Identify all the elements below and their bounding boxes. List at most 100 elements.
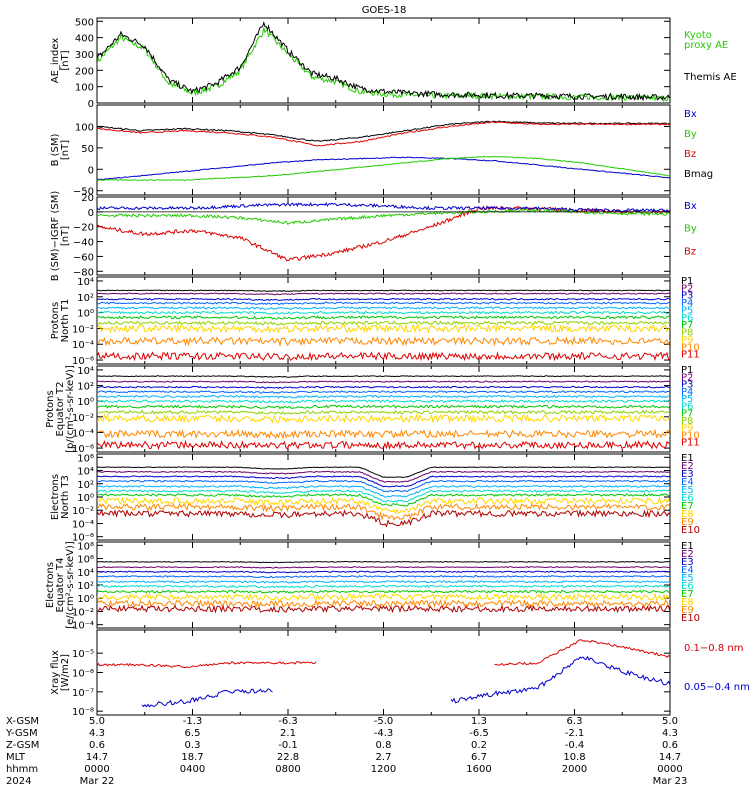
legend-entry: Themis AE (683, 72, 737, 83)
legend-entry: P4 (681, 298, 693, 309)
x-row-value: 0000 (84, 764, 109, 775)
legend-entry: proxy AE (684, 40, 728, 51)
legend-entry: Bmag (684, 169, 713, 180)
channel-line (97, 575, 670, 579)
y-tick-label: 10⁴ (77, 467, 94, 478)
y-tick-label: −40 (73, 238, 94, 249)
y-tick-label: 0 (88, 99, 94, 110)
x-row-value: 0.6 (662, 740, 678, 751)
legend-entry: E8 (681, 597, 694, 608)
legend-entry: P3 (681, 291, 693, 302)
y-tick-label: 10⁻⁴ (72, 519, 94, 530)
channel-line (97, 466, 670, 479)
channel-line (97, 335, 670, 348)
channel-line (97, 399, 670, 404)
y-tick-label: 10⁻⁶ (72, 669, 94, 680)
legend-entry: P7 (681, 409, 693, 420)
legend-entry: P11 (681, 438, 700, 449)
legend-entry: E7 (681, 589, 694, 600)
legend-entry: P8 (681, 328, 693, 339)
legend-entry: E1 (681, 541, 694, 552)
y-axis-label: Equator T4 (55, 558, 66, 613)
channel-line (97, 301, 670, 306)
legend-entry: P5 (681, 305, 693, 316)
legend-entry: E9 (681, 517, 694, 528)
channel-line (97, 604, 670, 614)
panel-xray: 10⁻⁵ 10⁻⁶ 10⁻⁷ 10⁻⁸ Xray flux [W/m2] 0.1−0.8 n… (50, 629, 750, 718)
y-axis-label: Protons (50, 302, 61, 339)
x-row-value: -0.4 (565, 740, 585, 751)
legend-entry: By (684, 129, 697, 140)
legend-entry: P5 (681, 394, 693, 405)
y-tick-label: 10⁻⁴ (72, 340, 94, 351)
x-row-value: 6.5 (185, 728, 201, 739)
x-row-value: 5.0 (662, 716, 678, 727)
y-tick-label: 10⁻⁵ (72, 649, 94, 660)
channel-line (97, 489, 670, 503)
y-tick-label: 10⁶ (77, 453, 94, 464)
x-row-value: 10.8 (563, 752, 585, 763)
legend-entry: E3 (681, 557, 694, 568)
y-axis-label: Electrons (45, 562, 56, 608)
channel-line (97, 351, 670, 362)
legend-entry: P6 (681, 313, 693, 324)
channel-line (97, 493, 670, 507)
y-axis-label: [e/(cm²-s-sr-keV)] (65, 541, 76, 629)
channel-line (97, 592, 670, 602)
x-row-value: -6.3 (278, 716, 298, 727)
x-row-value: 5.0 (89, 716, 105, 727)
panel-bigrf: −80 −60 −40 −20 0 20 B (SM)−IGRF (SM) [nT] Bx By B… (50, 191, 697, 282)
x-row-value: 0800 (275, 764, 300, 775)
channel-line (97, 310, 670, 315)
y-tick-label: 10⁻² (72, 506, 94, 517)
y-tick-label: 10⁰ (77, 397, 94, 408)
x-row-value: 18.7 (181, 752, 203, 763)
y-tick-label: 10⁻⁶ (72, 356, 94, 367)
panel-frame (96, 365, 671, 453)
legend-entry: Bz (684, 246, 696, 257)
x-row-label: Z-GSM (6, 740, 39, 751)
bz-igrf-line (97, 205, 670, 262)
y-tick-label: 10⁰ (77, 309, 94, 320)
xray-short-line (141, 655, 670, 708)
channel-line (97, 470, 670, 483)
x-row-value: 0.6 (89, 740, 105, 751)
x-row-value: 2.7 (376, 752, 392, 763)
y-tick-label: −20 (73, 223, 94, 234)
panel-pe: 10⁴ 10² 10⁰ 10⁻² 10⁻⁴ 10⁻⁶ Protons Equator T2 [p… (45, 365, 700, 455)
legend-entry: P8 (681, 416, 693, 427)
y-tick-label: 100 (75, 83, 94, 94)
channel-line (97, 484, 670, 498)
legend-entry: P9 (681, 335, 693, 346)
x-row-label: Y-GSM (5, 728, 38, 739)
x-row-value: Mar 22 (80, 776, 115, 787)
y-tick-label: 10⁻² (72, 607, 94, 618)
by-line (97, 155, 670, 181)
x-row-value: 22.8 (277, 752, 299, 763)
channel-line (97, 502, 670, 522)
x-row-label: hhmm (6, 764, 38, 775)
legend-entry: E2 (681, 549, 694, 560)
channel-line (97, 390, 670, 394)
x-row-value: 1600 (466, 764, 491, 775)
y-tick-label: 100 (75, 122, 94, 133)
legend-entry: E5 (681, 485, 694, 496)
y-tick-label: −80 (73, 267, 94, 278)
y-tick-label: 10⁻⁸ (72, 707, 94, 718)
channel-line (97, 509, 670, 528)
x-row-label: MLT (6, 752, 26, 763)
panel-ee: 10⁸ 10⁶ 10⁴ 10² 10⁰ 10⁻² 10⁻⁴ Electrons Equator … (45, 541, 700, 632)
channel-line (97, 292, 670, 296)
y-axis-label: B (SM) (50, 133, 61, 166)
y-tick-label: −50 (73, 187, 94, 198)
channel-line (97, 409, 670, 415)
channel-line (97, 580, 670, 584)
y-tick-label: 20 (81, 193, 94, 204)
legend-entry: Kyoto (684, 30, 712, 41)
x-row-value: -0.1 (278, 740, 298, 751)
y-tick-label: 10⁻⁴ (72, 621, 94, 632)
legend-entry: 0.1−0.8 nm (684, 643, 743, 654)
y-tick-label: 10² (77, 581, 94, 592)
y-tick-label: 10⁴ (77, 277, 94, 288)
